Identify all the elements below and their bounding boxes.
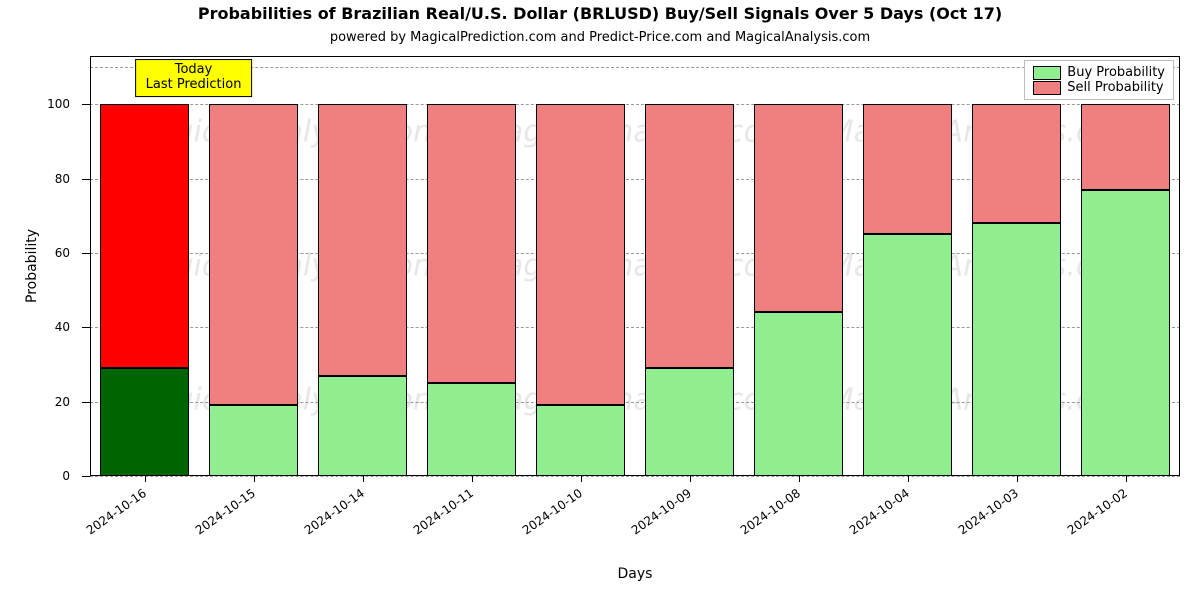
bar-segment [536, 405, 625, 476]
bar-slot [972, 56, 1061, 476]
x-tick [1017, 476, 1018, 482]
bar-segment [754, 104, 843, 312]
x-tick-label: 2024-10-02 [1064, 486, 1129, 537]
x-tick-label: 2024-10-10 [519, 486, 584, 537]
y-tick-label: 80 [20, 172, 70, 186]
y-tick-label: 40 [20, 320, 70, 334]
bar-slot [100, 56, 189, 476]
x-tick [1126, 476, 1127, 482]
bar-segment [863, 234, 952, 476]
bar-slot [863, 56, 952, 476]
bar-segment [1081, 104, 1170, 189]
y-tick-label: 60 [20, 246, 70, 260]
y-tick-label: 100 [20, 97, 70, 111]
x-tick [254, 476, 255, 482]
legend-item: Sell Probability [1033, 80, 1165, 95]
x-tick-label: 2024-10-09 [628, 486, 693, 537]
x-tick [472, 476, 473, 482]
x-tick [581, 476, 582, 482]
bar-slot [536, 56, 625, 476]
bar-segment [972, 223, 1061, 476]
bar-segment [1081, 190, 1170, 476]
annotation-line-1: Today [146, 63, 242, 78]
bar-segment [318, 104, 407, 375]
chart-canvas: Probabilities of Brazilian Real/U.S. Dol… [0, 0, 1200, 600]
bar-slot [427, 56, 516, 476]
x-tick [799, 476, 800, 482]
bar-segment [209, 405, 298, 476]
legend-item: Buy Probability [1033, 65, 1165, 80]
legend-label: Buy Probability [1067, 65, 1165, 80]
plot-area: MagicalAnalysis.comMagicalAnalysis.comMa… [90, 56, 1180, 476]
x-tick [363, 476, 364, 482]
bar-slot [1081, 56, 1170, 476]
y-tick-label: 20 [20, 395, 70, 409]
x-tick-label: 2024-10-03 [955, 486, 1020, 537]
bar-segment [863, 104, 952, 234]
bar-segment [100, 104, 189, 368]
bar-segment [427, 383, 516, 476]
x-axis-label: Days [90, 566, 1180, 582]
x-tick-label: 2024-10-16 [83, 486, 148, 537]
x-tick-label: 2024-10-04 [846, 486, 911, 537]
x-tick-label: 2024-10-14 [301, 486, 366, 537]
bar-segment [100, 368, 189, 476]
legend-swatch [1033, 66, 1061, 80]
bar-segment [645, 104, 734, 368]
bar-segment [318, 376, 407, 476]
bar-segment [972, 104, 1061, 223]
x-tick [908, 476, 909, 482]
x-tick [690, 476, 691, 482]
y-axis-label: Probability [24, 229, 40, 303]
bar-slot [754, 56, 843, 476]
legend-label: Sell Probability [1067, 80, 1163, 95]
bar-segment [754, 312, 843, 476]
chart-subtitle: powered by MagicalPrediction.com and Pre… [0, 30, 1200, 45]
bar-slot [645, 56, 734, 476]
bar-segment [536, 104, 625, 405]
bar-segment [209, 104, 298, 405]
chart-title: Probabilities of Brazilian Real/U.S. Dol… [0, 4, 1200, 23]
x-tick [145, 476, 146, 482]
watermark-text: MagicalAnalysis.com [479, 383, 791, 418]
bar-slot [318, 56, 407, 476]
x-tick-label: 2024-10-11 [410, 486, 475, 537]
legend: Buy ProbabilitySell Probability [1024, 60, 1174, 100]
annotation-line-2: Last Prediction [146, 78, 242, 93]
y-tick-label: 0 [20, 469, 70, 483]
today-annotation: TodayLast Prediction [135, 59, 253, 97]
watermark-text: MagicalAnalysis.com [479, 114, 791, 149]
legend-swatch [1033, 81, 1061, 95]
bar-segment [427, 104, 516, 383]
bar-segment [645, 368, 734, 476]
bar-slot [209, 56, 298, 476]
x-tick-label: 2024-10-15 [192, 486, 257, 537]
x-tick-label: 2024-10-08 [737, 486, 802, 537]
